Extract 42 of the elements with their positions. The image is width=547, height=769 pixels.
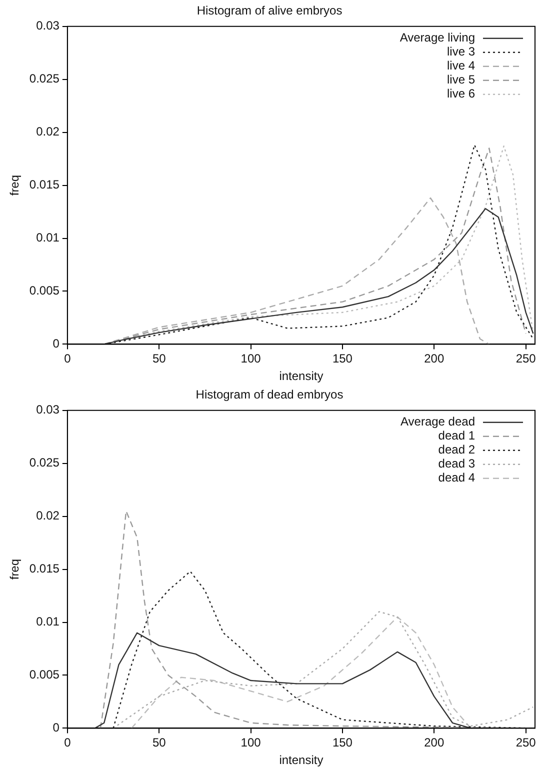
legend-label: dead 4 — [438, 470, 476, 485]
y-tick-label: 0.005 — [29, 284, 60, 298]
y-tick-label: 0.02 — [36, 124, 60, 139]
y-tick-label: 0.015 — [29, 178, 60, 192]
legend-label: live 6 — [446, 86, 476, 101]
legend-label: Average dead — [400, 414, 475, 429]
y-tick-label: 0 — [52, 336, 60, 351]
x-tick-label: 50 — [152, 736, 166, 750]
chart-title: Histogram of alive embryos — [196, 4, 342, 18]
x-tick-label: 150 — [332, 352, 353, 366]
x-axis-title: intensity — [279, 369, 324, 384]
legend-label: dead 2 — [438, 442, 476, 457]
legend-label: dead 1 — [438, 428, 476, 443]
x-tick-label: 150 — [332, 736, 353, 750]
y-axis-title: freq — [8, 174, 22, 196]
y-tick-label: 0.03 — [36, 402, 60, 417]
x-tick-label: 200 — [424, 736, 444, 750]
y-tick-label: 0.015 — [29, 562, 60, 576]
x-tick-label: 250 — [516, 736, 536, 750]
y-axis-title: freq — [8, 558, 22, 580]
legend-label: dead 3 — [438, 456, 476, 471]
chart-title: Histogram of dead embryos — [196, 388, 344, 402]
y-tick-label: 0.025 — [29, 456, 60, 470]
legend-label: live 3 — [446, 44, 476, 59]
y-tick-label: 0.01 — [36, 230, 60, 245]
x-axis-title: intensity — [279, 753, 324, 768]
y-tick-label: 0.01 — [36, 614, 60, 629]
y-tick-label: 0 — [52, 720, 60, 735]
x-tick-label: 0 — [64, 352, 72, 366]
legend-label: Average living — [400, 30, 475, 45]
y-tick-label: 0.025 — [29, 72, 60, 86]
y-tick-label: 0.02 — [36, 508, 60, 523]
x-tick-label: 200 — [424, 352, 444, 366]
legend-label: live 5 — [446, 72, 476, 87]
legend-label: live 4 — [446, 58, 476, 73]
y-tick-label: 0.03 — [36, 18, 60, 33]
x-tick-label: 250 — [516, 352, 536, 366]
x-tick-label: 100 — [240, 736, 262, 750]
x-tick-label: 100 — [240, 352, 262, 366]
x-tick-label: 0 — [64, 736, 72, 750]
y-tick-label: 0.005 — [29, 668, 60, 682]
x-tick-label: 50 — [152, 352, 166, 366]
